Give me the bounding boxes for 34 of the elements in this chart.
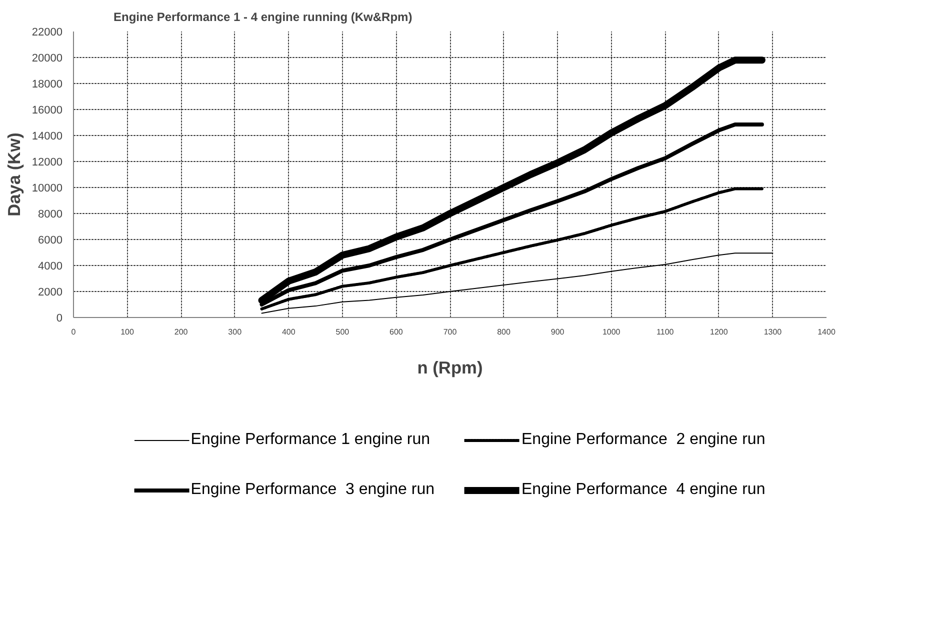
y-tick-label: 16000 (32, 104, 63, 116)
y-tick-label: 4000 (38, 260, 63, 272)
y-tick-label: 2000 (38, 286, 63, 298)
y-tick-label: 10000 (32, 182, 63, 194)
y-tick-label: 6000 (38, 234, 63, 246)
y-tick-label: 12000 (32, 156, 63, 168)
y-tick-label: 22000 (32, 26, 63, 38)
x-tick-label: 100 (120, 328, 135, 336)
x-tick-label: 1100 (656, 328, 674, 336)
y-tick-label: 8000 (38, 208, 63, 220)
chart-title: Engine Performance 1 - 4 engine running (Kw&Rpm) (114, 10, 412, 24)
x-tick-label: 600 (390, 328, 404, 336)
x-tick-label: 0 (71, 328, 76, 336)
y-tick-label: 0 (56, 312, 63, 324)
legend-label: Engine Performance 1 engine run (190, 431, 430, 449)
x-tick-label: 1400 (818, 328, 836, 336)
x-tick-label: 400 (282, 328, 296, 336)
x-tick-label: 1200 (710, 328, 728, 336)
x-tick-label: 200 (174, 328, 188, 336)
x-tick-label: 1000 (602, 328, 621, 336)
x-axis-title: n (Rpm) (417, 358, 483, 378)
legend-label: Engine Performance 3 engine run (190, 481, 434, 499)
y-tick-label: 18000 (32, 78, 63, 90)
x-tick-label: 300 (228, 328, 242, 336)
y-axis-title: Daya (Kw) (4, 132, 24, 216)
legend-label: Engine Performance 2 engine run (522, 431, 766, 449)
x-tick-label: 500 (336, 328, 350, 336)
y-tick-label: 14000 (32, 130, 63, 142)
legend-label: Engine Performance 4 engine run (522, 481, 766, 499)
x-tick-label: 1300 (764, 328, 782, 336)
x-tick-label: 800 (497, 328, 512, 336)
y-tick-label: 20000 (32, 52, 63, 64)
x-tick-label: 900 (550, 328, 565, 336)
x-tick-label: 700 (443, 328, 458, 336)
